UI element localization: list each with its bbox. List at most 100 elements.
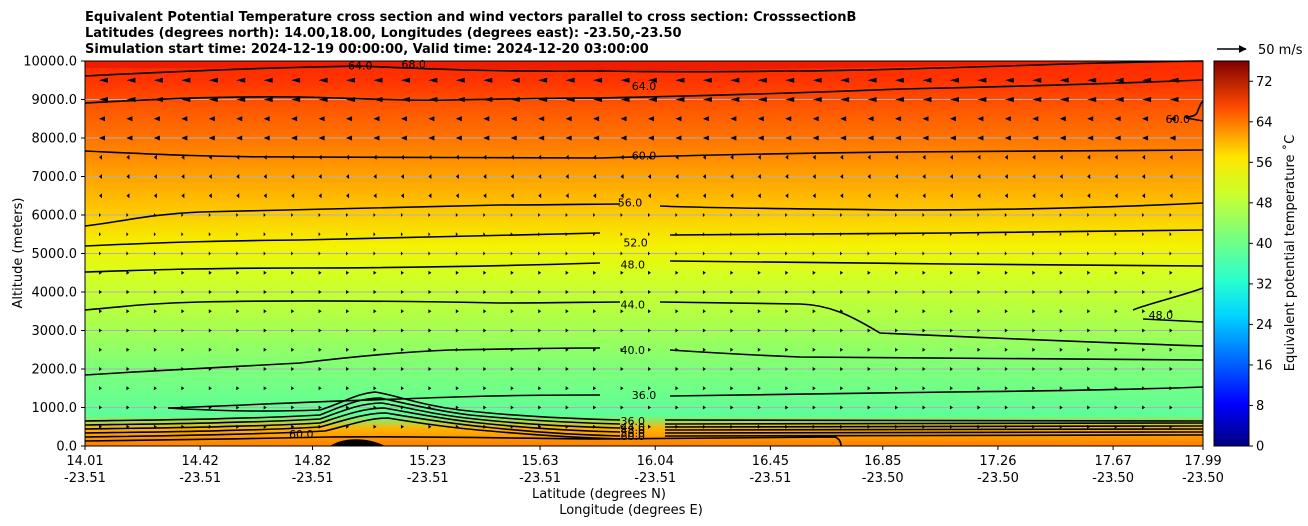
wind-vector	[895, 309, 899, 314]
wind-vector	[702, 116, 709, 122]
wind-vector	[455, 251, 458, 256]
contour-label: 48.0	[1149, 309, 1174, 322]
wind-vector	[757, 347, 761, 352]
wind-vector	[291, 232, 294, 237]
wind-vector	[785, 405, 789, 410]
wind-vector	[208, 309, 212, 314]
y-tick-label: 3000.0	[32, 324, 78, 339]
wind-vector	[1087, 386, 1091, 391]
wind-vector	[977, 135, 984, 141]
wind-vector	[1032, 213, 1035, 217]
wind-vector	[1142, 232, 1145, 237]
wind-vector	[812, 135, 819, 141]
wind-vector	[153, 116, 160, 122]
wind-vector	[1142, 154, 1146, 160]
wind-vector	[977, 77, 987, 83]
wind-vector	[867, 270, 871, 275]
wind-vector	[318, 193, 322, 199]
wind-vector	[1169, 174, 1173, 179]
wind-vector	[1087, 174, 1091, 179]
wind-vector	[730, 405, 734, 410]
wind-vector	[510, 290, 514, 294]
x-tick-label-lon: -23.51	[634, 471, 676, 486]
wind-vector	[455, 116, 462, 122]
wind-vector	[757, 193, 761, 199]
wind-vector	[675, 97, 685, 102]
wind-vector	[99, 135, 105, 141]
wind-vector	[99, 174, 102, 179]
wind-vector	[922, 290, 926, 294]
wind-vector	[1004, 309, 1008, 314]
wind-vector	[867, 77, 877, 83]
contour-label: 36.0	[632, 389, 657, 402]
contour-label: 56.0	[621, 427, 646, 440]
wind-vector	[1004, 386, 1008, 391]
wind-vector	[977, 213, 980, 217]
wind-vector	[895, 328, 899, 333]
wind-vector	[263, 97, 273, 102]
wind-vector	[1142, 405, 1146, 410]
wind-vector	[565, 328, 569, 333]
wind-vector	[922, 386, 926, 391]
wind-vector	[181, 174, 185, 179]
wind-vector	[895, 97, 905, 102]
wind-vector	[648, 309, 651, 314]
wind-vector	[153, 347, 157, 352]
wind-vector	[153, 309, 157, 314]
wind-vector	[318, 328, 322, 333]
contour-label: 56.0	[618, 196, 643, 209]
wind-vector	[346, 77, 356, 83]
wind-vector	[565, 193, 569, 199]
wind-vector	[510, 116, 517, 122]
wind-vector	[153, 367, 157, 371]
wind-vector	[1032, 135, 1039, 141]
wind-vector	[757, 367, 761, 371]
wind-vector	[153, 193, 157, 199]
wind-vector	[757, 174, 761, 179]
wind-vector	[1059, 116, 1066, 122]
wind-vector	[1004, 135, 1011, 141]
wind-vector	[895, 386, 899, 391]
wind-vector	[675, 213, 678, 217]
wind-vector	[1087, 347, 1091, 352]
y-tick-label: 2000.0	[32, 363, 78, 378]
contour-labels: 64.060.056.052.048.044.040.036.036.044.0…	[289, 58, 1190, 443]
wind-vector	[400, 309, 404, 314]
wind-vector	[400, 386, 404, 391]
wind-vector	[483, 328, 487, 333]
wind-vector	[126, 367, 130, 371]
wind-vector	[675, 77, 685, 83]
wind-vector	[648, 97, 657, 102]
wind-vector	[428, 213, 431, 217]
wind-vector	[291, 367, 295, 371]
wind-vector	[867, 347, 871, 352]
wind-vector	[455, 232, 458, 237]
wind-vector	[1114, 154, 1118, 160]
wind-vector	[675, 174, 679, 179]
wind-vector	[1169, 290, 1173, 294]
contour-label: 40.0	[621, 344, 646, 357]
wind-vector	[648, 116, 654, 122]
wind-vector	[620, 328, 624, 333]
terrain-bump	[330, 439, 385, 446]
wind-vector	[1169, 251, 1172, 256]
wind-vector	[510, 328, 514, 333]
wind-vector	[1087, 405, 1091, 410]
wind-vector	[455, 213, 458, 217]
wind-vector	[565, 386, 569, 391]
wind-vector	[99, 232, 101, 237]
wind-vector	[208, 193, 212, 199]
wind-vector	[236, 97, 246, 102]
wind-vector	[840, 116, 847, 122]
wind-vector	[730, 386, 734, 391]
wind-vector	[867, 328, 871, 333]
wind-vector	[400, 77, 410, 83]
wind-vector	[1114, 135, 1121, 141]
wind-vector	[1032, 193, 1036, 199]
wind-vector	[922, 116, 929, 122]
wind-vector	[1169, 405, 1173, 410]
wind-vector	[648, 193, 651, 199]
wind-vector	[373, 424, 377, 429]
x-tick-label-lon: -23.51	[519, 471, 561, 486]
wind-vector	[949, 251, 952, 256]
